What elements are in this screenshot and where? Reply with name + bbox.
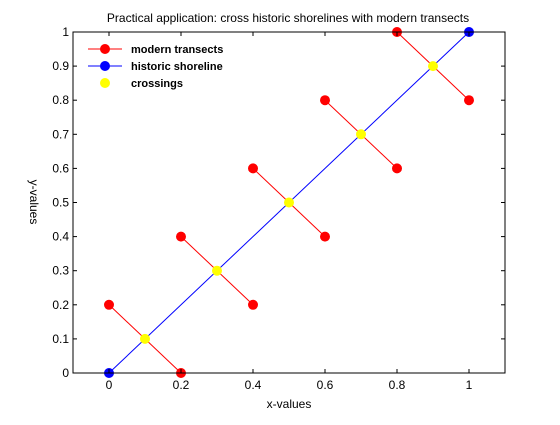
data-point xyxy=(464,95,474,106)
data-point xyxy=(428,61,438,72)
data-point xyxy=(104,299,114,310)
y-tick-label: 0.4 xyxy=(52,230,69,244)
y-tick-label: 0.2 xyxy=(52,298,69,312)
x-tick-label: 0.4 xyxy=(245,378,262,392)
y-tick-label: 0.9 xyxy=(52,59,69,73)
y-tick-label: 0.7 xyxy=(52,127,69,141)
data-point xyxy=(356,129,366,140)
legend-item: crossings xyxy=(100,78,183,90)
y-axis-title: y-values xyxy=(27,180,41,225)
y-tick-label: 0.6 xyxy=(52,161,69,175)
data-point xyxy=(176,231,186,242)
y-tick-label: 0 xyxy=(62,366,69,380)
x-axis-title: x-values xyxy=(267,397,312,411)
legend-marker xyxy=(100,78,110,88)
legend-item: historic shoreline xyxy=(88,61,223,73)
legend-marker xyxy=(100,61,110,71)
legend-label: modern transects xyxy=(131,44,223,56)
legend-marker xyxy=(100,44,110,54)
chart-title: Practical application: cross historic sh… xyxy=(107,11,469,25)
data-point xyxy=(392,163,402,174)
legend: modern transects historic shoreline crossi… xyxy=(79,37,246,95)
x-tick-label: 0 xyxy=(106,378,113,392)
data-point xyxy=(140,333,150,344)
data-point xyxy=(248,163,258,174)
legend-label: historic shoreline xyxy=(131,61,223,73)
data-point xyxy=(284,197,294,208)
x-tick-label: 0.6 xyxy=(317,378,334,392)
x-tick-label: 0.8 xyxy=(389,378,406,392)
series-crossings xyxy=(140,61,438,344)
y-tick-label: 1 xyxy=(62,25,69,39)
y-tick-label: 0.5 xyxy=(52,196,69,210)
data-point xyxy=(320,95,330,106)
x-tick-label: 0.2 xyxy=(173,378,190,392)
y-tick-label: 0.3 xyxy=(52,264,69,278)
data-point xyxy=(212,265,222,276)
data-point xyxy=(320,231,330,242)
legend-item: modern transects xyxy=(88,44,223,56)
x-tick-label: 1 xyxy=(466,378,473,392)
y-tick-label: 0.1 xyxy=(52,332,69,346)
tick-layer: 0 0.2 0.4 0.6 0.8 1 0 0.1 0.2 0.3 0.4 0.5 0.6 0.7 0.8 0… xyxy=(52,25,505,392)
series-layer xyxy=(104,27,474,378)
data-point xyxy=(248,299,258,310)
y-tick-label: 0.8 xyxy=(52,93,69,107)
legend-label: crossings xyxy=(131,78,183,90)
